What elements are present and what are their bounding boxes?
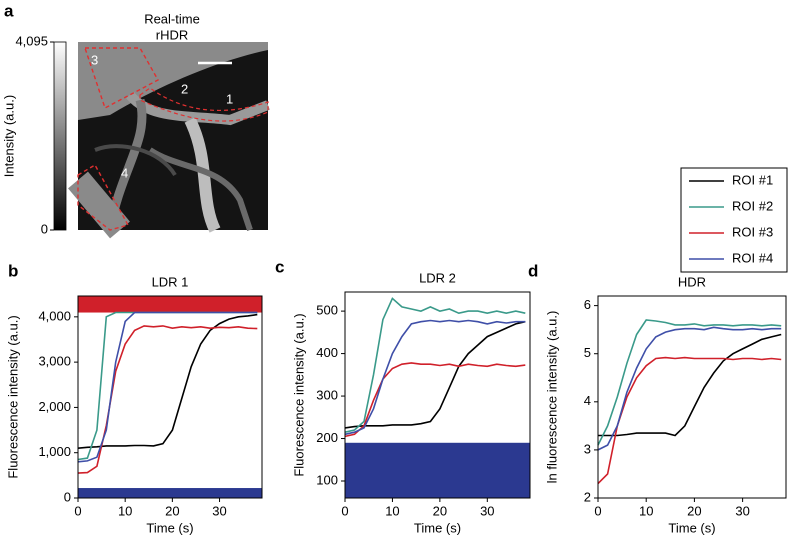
x-tick-label: 10: [118, 503, 132, 518]
y-tick-label: 400: [316, 345, 338, 360]
chart-title: HDR: [678, 274, 706, 289]
series-line: [344, 297, 526, 433]
plot-frame: [77, 295, 263, 499]
image-panel: a Real-time rHDR Intensity (a.u.) 3 2 1 …: [1, 1, 270, 239]
series-line: [597, 319, 782, 446]
plot-frame: [344, 291, 531, 499]
saturation-band: [345, 442, 530, 498]
legend-label: ROI #1: [732, 172, 773, 187]
image-title: Real-time: [144, 11, 200, 26]
y-tick-label: 2,000: [38, 399, 71, 414]
colorbar-label: Intensity (a.u.): [1, 95, 16, 177]
x-axis-label: Time (s): [668, 520, 715, 535]
roi-label: 4: [121, 165, 128, 180]
x-tick-label: 0: [594, 503, 601, 518]
roi-label: 3: [91, 52, 98, 67]
x-tick-label: 30: [212, 503, 226, 518]
legend-label: ROI #2: [732, 198, 773, 213]
series-line: [344, 362, 526, 438]
panel-letter: a: [4, 1, 14, 20]
image-title: rHDR: [156, 27, 189, 42]
plot-frame: [597, 295, 787, 499]
y-tick-label: 6: [584, 297, 591, 312]
x-tick-label: 0: [74, 503, 81, 518]
x-tick-label: 10: [385, 503, 399, 518]
y-axis-label: ln fluorescence intensity (a.u.): [544, 311, 559, 484]
series-line: [597, 356, 782, 485]
y-tick-label: 5: [584, 345, 591, 360]
micrograph: 3 2 1 4: [68, 42, 270, 239]
x-tick-label: 20: [433, 503, 447, 518]
panel-letter: d: [528, 261, 538, 280]
panel-letter: c: [275, 257, 284, 276]
legend-label: ROI #3: [732, 224, 773, 239]
y-tick-label: 0: [64, 489, 71, 504]
y-tick-label: 3,000: [38, 354, 71, 369]
x-axis-label: Time (s): [146, 520, 193, 535]
y-axis-label: Fluorescence intensity (a.u.): [5, 315, 20, 478]
x-tick-label: 20: [687, 503, 701, 518]
series-line: [344, 320, 526, 429]
colorbar-tick-label: 0: [41, 221, 48, 236]
roi-label: 1: [226, 91, 233, 106]
x-tick-label: 20: [165, 503, 179, 518]
y-tick-label: 2: [584, 489, 591, 504]
series-line: [598, 333, 782, 437]
y-tick-label: 4,000: [38, 308, 71, 323]
series-line: [344, 319, 526, 436]
series-line: [597, 326, 782, 451]
saturation-band: [78, 488, 262, 498]
y-tick-label: 200: [316, 430, 338, 445]
roi-label: 2: [181, 81, 188, 96]
series-line: [77, 313, 258, 449]
chart-title: LDR 1: [152, 274, 189, 289]
colorbar-tick-label: 4,095: [15, 33, 48, 48]
series-line: [77, 325, 258, 474]
series-line: [77, 311, 258, 463]
x-tick-label: 0: [341, 503, 348, 518]
legend-label: ROI #4: [732, 250, 773, 265]
x-tick-label: 10: [639, 503, 653, 518]
chart-title: LDR 2: [419, 270, 456, 285]
y-tick-label: 3: [584, 441, 591, 456]
legend: [680, 167, 788, 273]
y-tick-label: 500: [316, 303, 338, 318]
colorbar: [53, 41, 67, 231]
y-tick-label: 300: [316, 387, 338, 402]
x-tick-label: 30: [480, 503, 494, 518]
y-axis-label: Fluorescence intensity (a.u.): [291, 313, 306, 476]
saturation-band: [78, 296, 262, 313]
x-axis-label: Time (s): [414, 520, 461, 535]
panel-letter: b: [8, 261, 18, 280]
x-tick-label: 30: [735, 503, 749, 518]
y-tick-label: 1,000: [38, 444, 71, 459]
y-tick-label: 100: [316, 472, 338, 487]
y-tick-label: 4: [584, 393, 591, 408]
